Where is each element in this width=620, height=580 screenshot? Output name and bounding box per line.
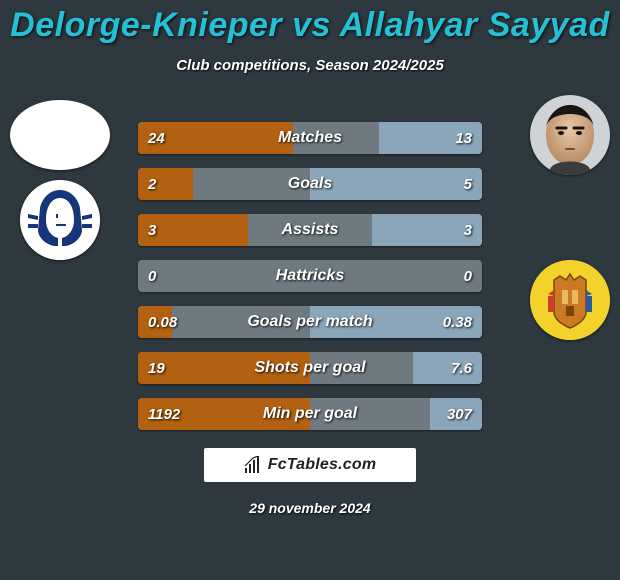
- stat-value-left: 0: [138, 260, 166, 292]
- stat-value-right: 5: [454, 168, 482, 200]
- stat-label: Goals per match: [138, 306, 482, 338]
- stat-row: Goals2 5: [138, 168, 482, 200]
- stat-row: Goals per match0.08 0.38: [138, 306, 482, 338]
- comparison-table: Matches24 13 Goals2 5 Assists3 3 Hattricks0 0 Go…: [138, 122, 482, 444]
- stat-label: Matches: [138, 122, 482, 154]
- stat-row: Assists3 3: [138, 214, 482, 246]
- stat-label: Hattricks: [138, 260, 482, 292]
- stat-value-left: 2: [138, 168, 166, 200]
- stat-label: Goals: [138, 168, 482, 200]
- page-subtitle: Club competitions, Season 2024/2025: [0, 57, 620, 74]
- stat-value-left: 19: [138, 352, 175, 384]
- stat-value-left: 3: [138, 214, 166, 246]
- comparison-card: Delorge-Knieper vs Allahyar Sayyad Club …: [0, 0, 620, 580]
- team-logo-left: [20, 180, 100, 260]
- stat-value-right: 13: [445, 122, 482, 154]
- stat-value-right: 307: [437, 398, 482, 430]
- stat-value-right: 3: [454, 214, 482, 246]
- stat-label: Shots per goal: [138, 352, 482, 384]
- stat-value-right: 0.38: [433, 306, 482, 338]
- stat-row: Min per goal1192307: [138, 398, 482, 430]
- stat-row: Matches24 13: [138, 122, 482, 154]
- castle-crest-icon: [530, 260, 610, 340]
- stat-value-right: 7.6: [441, 352, 482, 384]
- player-face-icon: [530, 95, 610, 175]
- stat-value-left: 24: [138, 122, 175, 154]
- stat-value-right: 0: [454, 260, 482, 292]
- stat-row: Hattricks0 0: [138, 260, 482, 292]
- stat-value-left: 1192: [138, 398, 190, 430]
- stat-row: Shots per goal19 7.6: [138, 352, 482, 384]
- chart-icon: [244, 456, 262, 474]
- stat-label: Assists: [138, 214, 482, 246]
- avatar-left: [10, 100, 110, 170]
- site-name: FcTables.com: [268, 456, 377, 474]
- site-branding[interactable]: FcTables.com: [204, 448, 416, 482]
- team-logo-right: [530, 260, 610, 340]
- stat-value-left: 0.08: [138, 306, 187, 338]
- page-title: Delorge-Knieper vs Allahyar Sayyad: [0, 0, 620, 45]
- chief-head-icon: [20, 180, 100, 260]
- avatar-right: [530, 95, 610, 175]
- footer-date: 29 november 2024: [0, 500, 620, 516]
